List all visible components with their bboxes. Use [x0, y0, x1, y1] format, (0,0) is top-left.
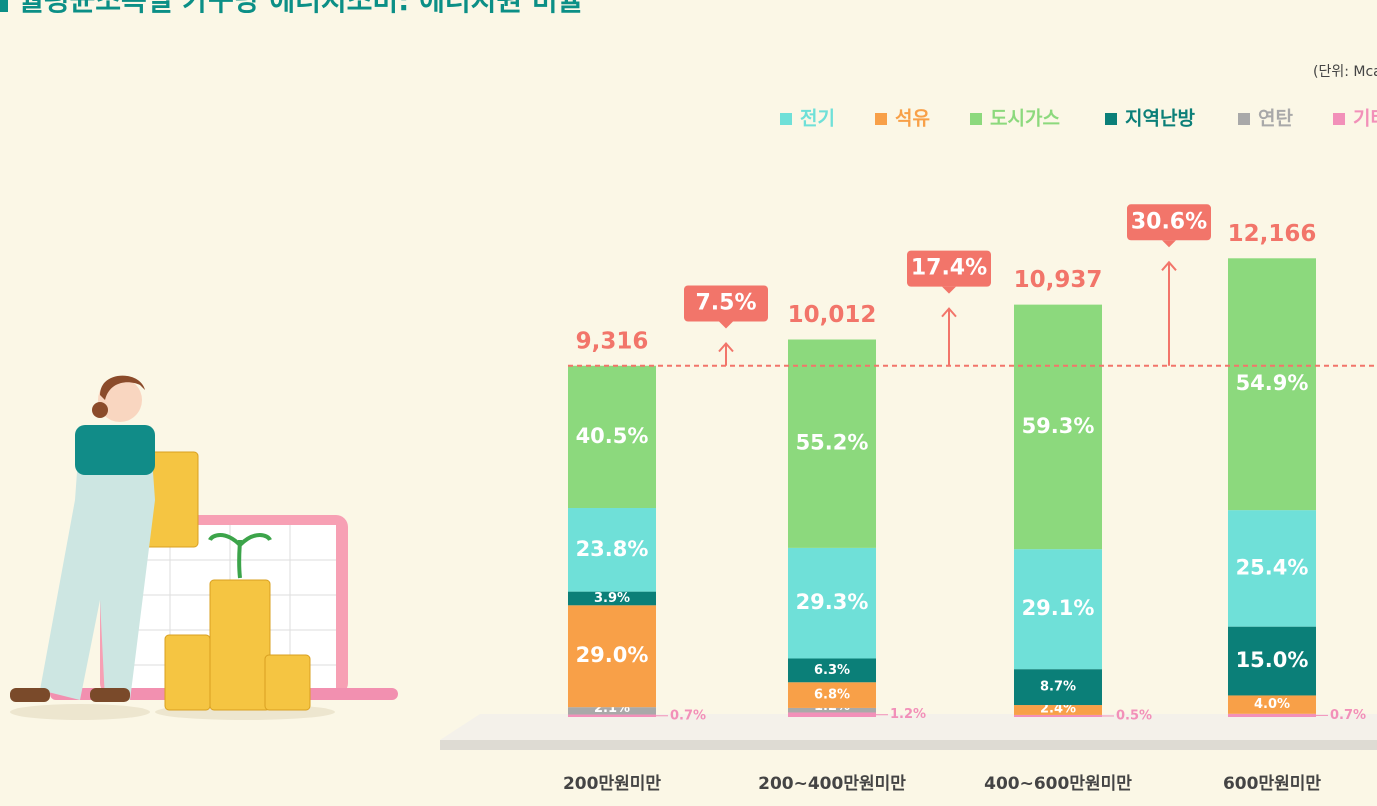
legend-label: 기타: [1353, 108, 1377, 130]
bar-segment: [568, 508, 656, 592]
value-label: 2.4%: [1040, 701, 1076, 716]
legend-swatch: [1105, 113, 1117, 125]
value-label: 1.2%: [890, 707, 926, 722]
chart-title: 월평균소득별 가구당 에너지소비: 에너지원 비율: [18, 0, 583, 17]
value-label: 0.5%: [1116, 708, 1152, 723]
bar-segment: [1228, 713, 1316, 717]
arrow-head: [1161, 260, 1177, 271]
value-label: 6.3%: [814, 663, 850, 678]
x-tick-label: 600만원미만: [1223, 774, 1321, 794]
bar-segment: [1228, 695, 1316, 714]
value-label: 3.9%: [594, 591, 630, 606]
bar-segment: [788, 707, 876, 713]
bar-segment: [1014, 304, 1102, 550]
arrow-head: [718, 341, 734, 353]
legend-swatch: [970, 113, 982, 125]
bar-segment: [788, 712, 876, 717]
growth-box: [907, 250, 991, 287]
arrow-head: [941, 307, 957, 318]
platform-side: [440, 740, 1377, 750]
x-tick-label: 200~400만원미만: [758, 774, 906, 794]
bar-segment: [1014, 549, 1102, 670]
value-label: 54.9%: [1236, 371, 1309, 395]
unit-label: (단위: Mcal): [1313, 64, 1377, 80]
bar-segment: [788, 658, 876, 683]
bar-segment: [788, 547, 876, 659]
total-label: 10,937: [1014, 267, 1103, 293]
value-label: 55.2%: [796, 431, 869, 455]
value-label: 15.0%: [1236, 648, 1309, 672]
value-label: 29.1%: [1022, 596, 1095, 620]
total-label: 10,012: [788, 302, 877, 328]
value-label: 40.5%: [576, 424, 649, 448]
growth-label: 7.5%: [695, 291, 756, 316]
title-marker: [0, 0, 8, 12]
value-label: 0.7%: [670, 708, 706, 723]
bar-segment: [1014, 705, 1102, 715]
bar-segment: [568, 591, 656, 606]
value-label: 6.8%: [814, 688, 850, 703]
value-label: 29.0%: [576, 643, 649, 667]
platform-top: [440, 714, 1377, 740]
growth-box: [1127, 204, 1211, 241]
legend-swatch: [1238, 113, 1250, 125]
legend-swatch: [875, 113, 887, 125]
value-label: 0.7%: [1330, 708, 1366, 723]
legend-label: 연탄: [1258, 108, 1293, 130]
illustration: [10, 375, 398, 720]
bar-segment: [568, 605, 656, 708]
x-tick-label: 400~600만원미만: [984, 774, 1132, 794]
bar-segment: [1228, 626, 1316, 696]
bar-segment: [1014, 714, 1102, 717]
legend-label: 지역난방: [1125, 108, 1195, 130]
legend-swatch: [1333, 113, 1345, 125]
growth-box-tail: [942, 286, 956, 294]
bar-segment: [1228, 258, 1316, 511]
legend-label: 도시가스: [990, 108, 1060, 130]
bar-segment: [788, 682, 876, 708]
total-label: 12,166: [1228, 221, 1317, 247]
growth-box-tail: [719, 321, 733, 329]
growth-label: 17.4%: [911, 256, 987, 281]
legend-swatch: [780, 113, 792, 125]
legend-label: 석유: [895, 108, 930, 130]
value-label: 23.8%: [576, 537, 649, 561]
growth-box-tail: [1162, 240, 1176, 248]
bar-segment: [568, 707, 656, 715]
value-label: 8.7%: [1040, 680, 1076, 695]
legend-label: 전기: [800, 108, 835, 130]
bar-segment: [788, 339, 876, 548]
value-label: 59.3%: [1022, 414, 1095, 438]
bar-segment: [568, 714, 656, 717]
growth-box: [684, 285, 768, 322]
x-tick-label: 200만원미만: [563, 774, 661, 794]
value-label: 4.0%: [1254, 697, 1290, 712]
growth-label: 30.6%: [1131, 209, 1207, 234]
value-label: 25.4%: [1236, 555, 1309, 579]
bar-segment: [1228, 510, 1316, 627]
total-label: 9,316: [576, 328, 649, 354]
value-label: 29.3%: [796, 590, 869, 614]
bar-segment: [1014, 669, 1102, 706]
bar-segment: [568, 365, 656, 509]
